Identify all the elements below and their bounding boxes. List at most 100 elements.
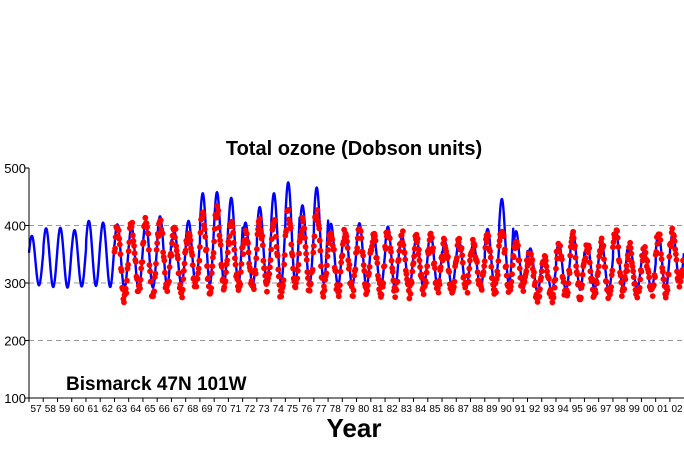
ozone-point: [393, 287, 400, 293]
ozone-point: [523, 268, 530, 275]
ozone-point: [654, 240, 661, 247]
x-tick-label: 96: [586, 404, 598, 415]
x-tick-label: 88: [472, 404, 484, 415]
ozone-point: [129, 219, 136, 226]
ozone-point: [309, 266, 316, 273]
ozone-point: [424, 263, 431, 270]
ozone-point: [586, 259, 593, 266]
ozone-point: [445, 253, 451, 260]
x-tick-label: 83: [401, 404, 413, 415]
ozone-point: [364, 282, 371, 289]
ozone-point: [608, 284, 615, 290]
x-tick-label: 84: [415, 404, 427, 415]
ozone-point: [273, 243, 280, 250]
ozone-point: [226, 233, 233, 240]
ozone-point: [560, 279, 567, 286]
ozone-point: [152, 270, 159, 277]
ozone-point: [465, 272, 472, 279]
ozone-point: [157, 217, 164, 224]
ozone-point: [382, 246, 389, 252]
ozone-point: [668, 243, 674, 250]
ozone-point: [124, 277, 130, 284]
ozone-point: [544, 268, 550, 275]
ozone-point: [224, 249, 231, 256]
y-tick-label: 300: [4, 276, 26, 291]
ozone-point: [417, 264, 423, 270]
ozone-point: [155, 233, 162, 240]
ozone-point: [458, 245, 465, 251]
ozone-point: [564, 289, 571, 296]
ozone-point: [570, 228, 577, 235]
ozone-point: [343, 233, 350, 240]
ozone-point: [374, 260, 381, 266]
ozone-point: [503, 272, 510, 279]
ozone-point: [189, 252, 196, 259]
ozone-point: [130, 238, 137, 244]
ozone-point: [487, 254, 494, 261]
ozone-point: [285, 207, 292, 213]
x-tick-label: 71: [230, 404, 242, 415]
ozone-point: [622, 276, 629, 283]
ozone-point: [485, 233, 492, 239]
ozone-point: [609, 267, 616, 274]
ozone-point: [145, 230, 152, 237]
ozone-point: [515, 242, 521, 249]
ozone-point: [287, 220, 294, 227]
ozone-point: [205, 275, 212, 281]
ozone-point: [373, 254, 380, 261]
ozone-point: [307, 280, 314, 287]
ozone-point: [366, 270, 372, 277]
ozone-point: [353, 249, 360, 256]
ozone-point: [403, 271, 410, 278]
ozone-point: [649, 293, 656, 300]
ozone-point: [435, 289, 442, 296]
ozone-point: [577, 294, 584, 301]
ozone-point: [226, 241, 232, 248]
ozone-point: [631, 280, 638, 287]
ozone-point: [123, 290, 130, 296]
ozone-point: [494, 272, 501, 279]
ozone-point: [179, 286, 186, 293]
ozone-point: [557, 242, 564, 249]
ozone-point: [628, 250, 635, 257]
ozone-point: [172, 226, 179, 233]
ozone-point: [574, 271, 581, 278]
ozone-point: [137, 276, 144, 283]
ozone-point: [287, 225, 294, 232]
ozone-point: [467, 257, 473, 264]
ozone-point: [659, 268, 666, 275]
ozone-point: [201, 226, 208, 232]
ozone-point: [247, 267, 254, 274]
ozone-point: [423, 269, 430, 276]
ozone-point: [414, 235, 421, 242]
ozone-point: [645, 269, 652, 276]
ozone-point: [314, 207, 321, 213]
ozone-point: [186, 232, 193, 239]
ozone-point: [496, 243, 502, 249]
ozone-point: [432, 265, 438, 271]
x-tick-label: 80: [358, 404, 370, 415]
x-tick-label: 58: [45, 404, 57, 415]
ozone-point: [538, 268, 545, 275]
ozone-point: [238, 261, 245, 267]
x-tick-label: 68: [187, 404, 199, 415]
ozone-point: [556, 248, 562, 255]
ozone-point: [321, 287, 328, 294]
ozone-point: [629, 263, 636, 270]
ozone-point: [209, 263, 216, 270]
x-tick-label: 64: [130, 404, 142, 415]
ozone-point: [288, 241, 295, 248]
ozone-point: [142, 214, 149, 221]
ozone-point: [446, 268, 453, 275]
ozone-point: [147, 268, 153, 275]
ozone-point: [502, 246, 508, 253]
ozone-point: [453, 254, 460, 261]
ozone-point: [621, 286, 628, 292]
ozone-point: [300, 218, 307, 225]
ozone-point: [493, 289, 499, 296]
ozone-point: [260, 257, 267, 264]
ozone-point: [290, 265, 296, 272]
ozone-point: [169, 240, 175, 247]
x-axis-label: Year: [327, 413, 382, 443]
